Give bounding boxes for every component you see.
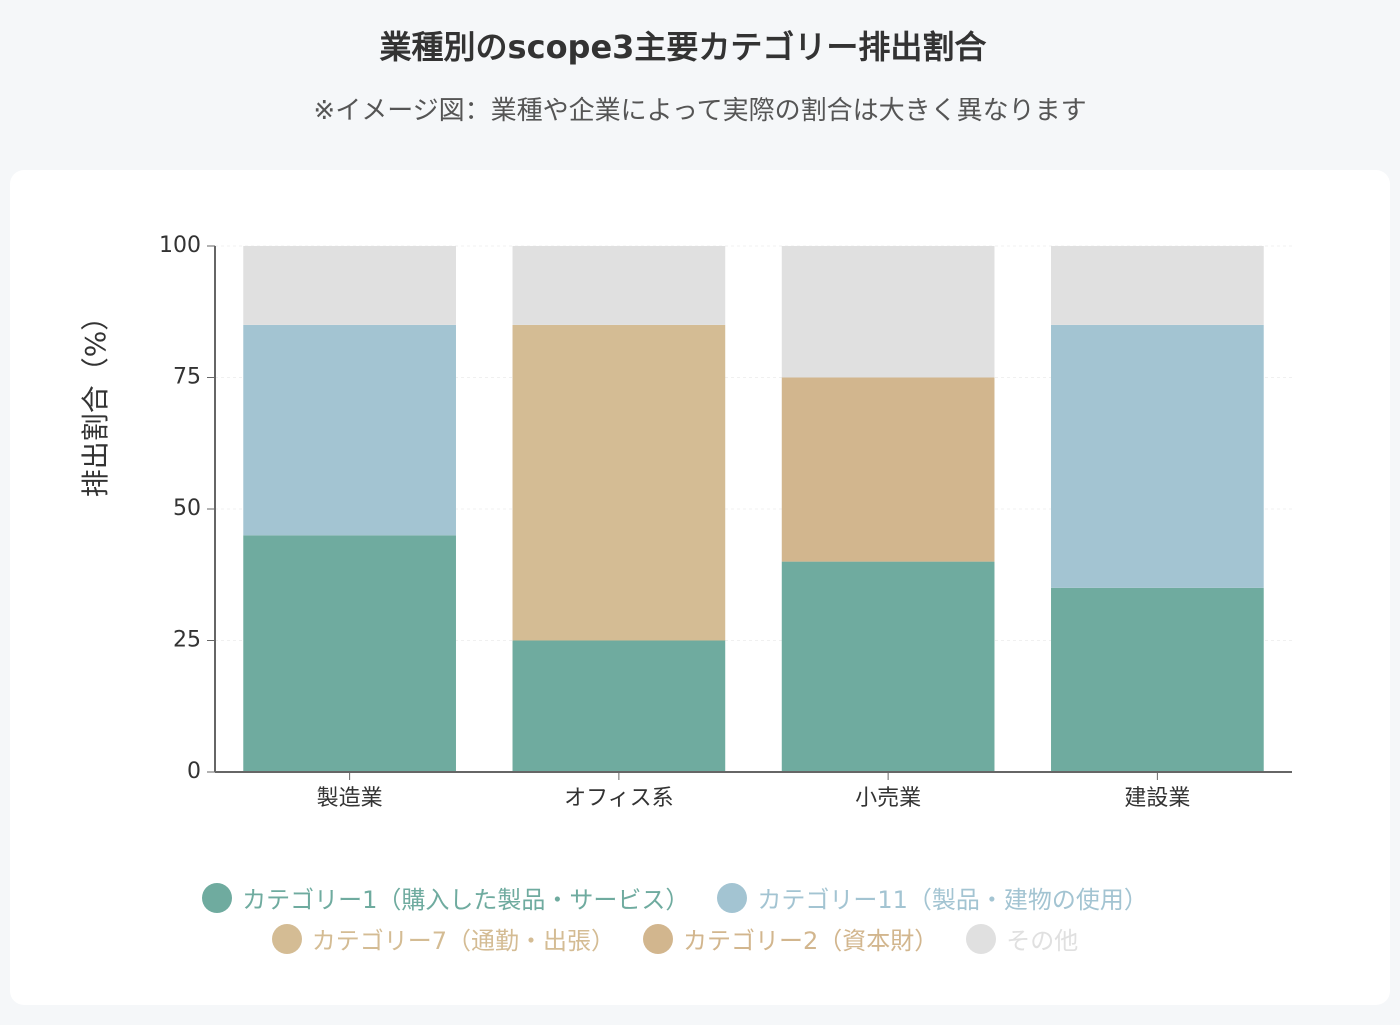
legend-label: その他 (1006, 927, 1079, 955)
bar-segment (243, 535, 456, 772)
legend-item[interactable]: カテゴリー7（通勤・出張） (271, 921, 615, 956)
bar-segment (243, 246, 456, 325)
legend-label: カテゴリー11（製品・建物の使用） (757, 886, 1148, 914)
bar-segment (1051, 587, 1264, 772)
bar-segment (243, 324, 456, 536)
legend-swatch (717, 882, 748, 913)
legend-swatch (966, 923, 997, 954)
x-tick-label: 建設業 (1124, 786, 1190, 811)
x-tick-label: 製造業 (317, 786, 383, 811)
legend-swatch (643, 923, 673, 954)
x-tick-label: 小売業 (855, 786, 921, 811)
legend-item[interactable]: カテゴリー11（製品・建物の使用） (717, 880, 1148, 915)
chart-subtitle: ※イメージ図：業種や企業によって実際の割合は大きく異なります (313, 96, 1087, 126)
legend-label: カテゴリー1（購入した製品・サービス） (242, 886, 690, 914)
legend-label: カテゴリー2（資本財） (683, 927, 939, 955)
bar-segment (512, 640, 726, 772)
legend-item[interactable]: カテゴリー1（購入した製品・サービス） (202, 880, 689, 915)
y-axis-label: 排出割合（%） (79, 303, 112, 498)
bar-segment (781, 246, 995, 378)
bar-segment (512, 324, 726, 641)
y-tick-label: 0 (187, 759, 201, 784)
legend-label: カテゴリー7（通勤・出張） (311, 927, 615, 955)
chart-title: 業種別のscope3主要カテゴリー排出割合 (379, 28, 987, 66)
bar-segment (1051, 324, 1264, 588)
y-tick-label: 75 (173, 365, 201, 390)
legend-item[interactable]: その他 (966, 921, 1078, 956)
legend-swatch (271, 923, 302, 954)
legend: カテゴリー1（購入した製品・サービス） カテゴリー11（製品・建物の使用） カテゴリ… (160, 880, 1190, 956)
x-tick-label: オフィス系 (564, 786, 674, 811)
legend-item[interactable]: カテゴリー2（資本財） (643, 921, 938, 956)
bar-segment (781, 377, 995, 562)
legend-swatch (202, 882, 233, 913)
bar-segment (512, 246, 726, 325)
y-tick-label: 50 (173, 496, 201, 521)
y-tick-label: 25 (173, 628, 201, 653)
y-tick-label: 100 (159, 233, 201, 258)
bar-segment (1051, 246, 1264, 325)
bar-segment (781, 561, 995, 772)
